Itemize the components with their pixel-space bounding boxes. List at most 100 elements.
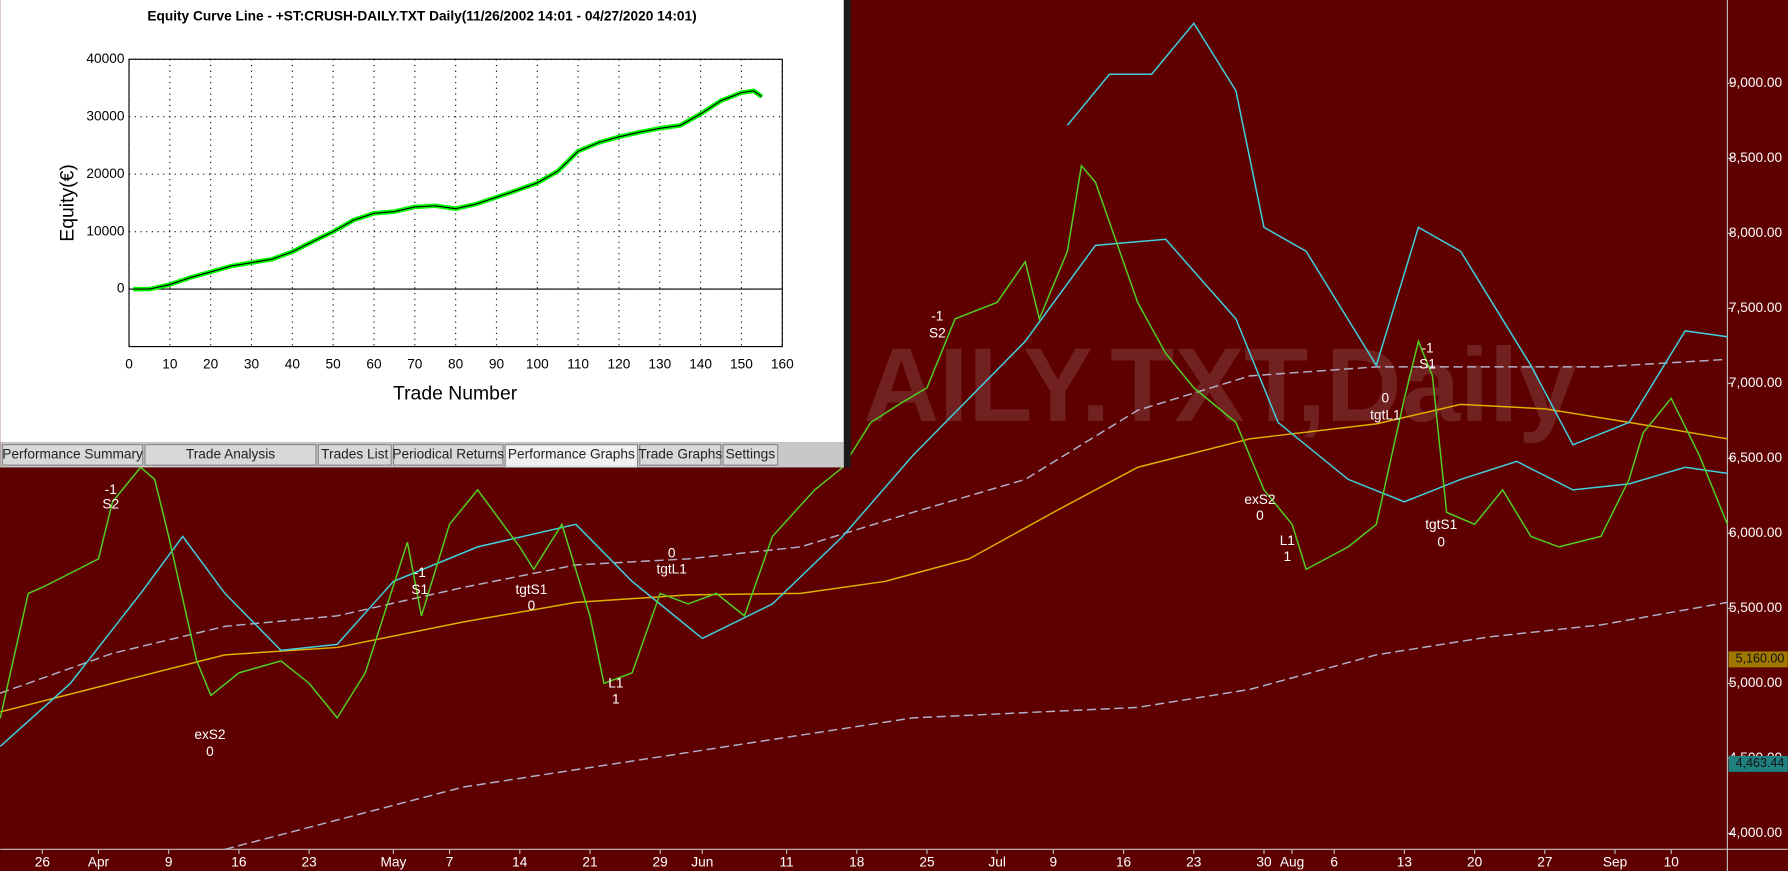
- x-tick-label: 110: [567, 356, 589, 371]
- tab-label[interactable]: Trades List: [321, 446, 388, 461]
- tab-label[interactable]: Trade Graphs: [638, 446, 722, 461]
- tab[interactable]: [722, 444, 779, 466]
- x-tick-label: 10: [1664, 855, 1680, 870]
- trade-annotation: tgtS1: [515, 582, 547, 597]
- x-tick-label: 16: [1116, 855, 1131, 870]
- trade-annotation: S2: [102, 497, 119, 512]
- tab[interactable]: [1, 444, 144, 466]
- trade-annotation: L1: [1280, 533, 1295, 548]
- trade-annotation: 0: [1437, 534, 1445, 549]
- x-tick-label: 70: [407, 356, 423, 371]
- x-tick-label: 26: [35, 855, 50, 870]
- x-tick-label: 20: [1467, 855, 1483, 870]
- x-tick-label: 140: [689, 356, 712, 371]
- series-line: [0, 358, 1728, 694]
- panel-border: [843, 0, 851, 468]
- y-tick-label: 7,500.00: [1729, 300, 1783, 315]
- panel-bg: [0, 0, 844, 443]
- x-tick-label: 21: [582, 855, 597, 870]
- x-tick-label: 14: [512, 855, 528, 870]
- x-tick-label: 30: [1256, 855, 1272, 870]
- y-tick-label: 5,500.00: [1729, 600, 1783, 615]
- y-axis-label: Equity(€): [57, 164, 79, 242]
- tab-label[interactable]: Periodical Returns: [392, 446, 504, 461]
- x-tick-label: 27: [1537, 855, 1552, 870]
- y-tick-label: 5,000.00: [1729, 675, 1783, 690]
- series-line: [0, 238, 1728, 747]
- x-tick-label: 100: [526, 356, 549, 371]
- x-tick-label: Jun: [691, 855, 713, 870]
- trade-annotation: S1: [411, 582, 428, 597]
- tab[interactable]: [317, 444, 392, 466]
- x-tick-label: 7: [446, 855, 454, 870]
- trade-annotation: -1: [105, 482, 117, 497]
- x-tick-label: 11: [779, 855, 793, 870]
- x-tick-label: 6: [1330, 855, 1338, 870]
- x-tick-label: 90: [489, 356, 505, 371]
- x-tick-label: Sep: [1603, 855, 1628, 870]
- y-tick-label: 9,000.00: [1729, 75, 1783, 90]
- trade-annotation: -1: [1421, 340, 1433, 355]
- tab[interactable]: [639, 444, 722, 466]
- x-tick-label: 150: [730, 356, 753, 371]
- price-marker: [1728, 651, 1788, 668]
- y-tick-label: 7,000.00: [1729, 375, 1783, 390]
- trade-annotation: 0: [206, 744, 214, 759]
- tab[interactable]: [144, 444, 317, 466]
- trade-annotation: 1: [612, 692, 620, 707]
- tab-label[interactable]: Performance Graphs: [508, 446, 635, 461]
- trade-annotation: -1: [414, 565, 426, 580]
- x-tick-label: 160: [771, 356, 794, 371]
- y-tick-label: 20000: [86, 166, 124, 181]
- y-tick-label: 10000: [86, 223, 124, 238]
- y-tick-label: 6,000.00: [1729, 525, 1783, 540]
- x-tick-label: Jul: [988, 855, 1005, 870]
- x-tick-label: 13: [1397, 855, 1412, 870]
- tab-label[interactable]: Trade Analysis: [186, 446, 275, 461]
- x-tick-label: Apr: [88, 855, 110, 870]
- x-tick-label: 40: [285, 356, 301, 371]
- y-tick-label: 6,500.00: [1729, 450, 1783, 465]
- tab[interactable]: [504, 444, 639, 468]
- trade-annotation: tgtL1: [656, 562, 686, 577]
- x-tick-label: 20: [203, 356, 219, 371]
- trade-annotation: 1: [1284, 549, 1292, 564]
- x-tick-label: 23: [302, 855, 317, 870]
- x-tick-label: May: [380, 855, 406, 870]
- x-tick-label: 80: [448, 356, 464, 371]
- trade-annotation: 0: [528, 598, 536, 613]
- x-tick-label: 25: [919, 855, 935, 870]
- x-tick-label: 30: [244, 356, 260, 371]
- tab-label[interactable]: Settings: [726, 446, 776, 461]
- trade-annotation: tgtS1: [1425, 517, 1457, 532]
- y-tick-label: 30000: [86, 108, 124, 123]
- x-tick-label: 0: [125, 356, 133, 371]
- x-tick-label: 9: [1050, 855, 1058, 870]
- watermark: AILY.TXT,Daily: [864, 327, 1577, 444]
- x-tick-label: 9: [165, 855, 173, 870]
- tab[interactable]: [392, 444, 504, 466]
- x-tick-label: 50: [326, 356, 342, 371]
- series-line: [0, 164, 1729, 720]
- y-tick-label: 8,000.00: [1729, 225, 1783, 240]
- x-tick-label: 18: [849, 855, 865, 870]
- x-tick-label: 130: [648, 356, 671, 371]
- equity-panel: Equity Curve Line - +ST:CRUSH-DAILY.TXT …: [0, 0, 851, 468]
- x-tick-label: 29: [653, 855, 668, 870]
- x-axis-label: Trade Number: [393, 383, 518, 405]
- series-line: [224, 601, 1728, 851]
- x-tick-label: 10: [162, 356, 178, 371]
- trade-annotation: S2: [929, 326, 946, 341]
- y-tick-label: 40000: [86, 51, 124, 66]
- tab-label[interactable]: Performance Summary: [2, 446, 143, 461]
- trade-annotation: S1: [1419, 356, 1436, 371]
- trade-annotation: exS2: [1244, 492, 1275, 507]
- trade-annotation: 0: [668, 546, 676, 561]
- x-tick-label: 120: [608, 356, 631, 371]
- y-tick-label: 0: [117, 281, 125, 296]
- trade-annotation: tgtL1: [1370, 408, 1400, 423]
- y-tick-label: 4,000.00: [1729, 825, 1783, 840]
- series-line: [1066, 21, 1728, 446]
